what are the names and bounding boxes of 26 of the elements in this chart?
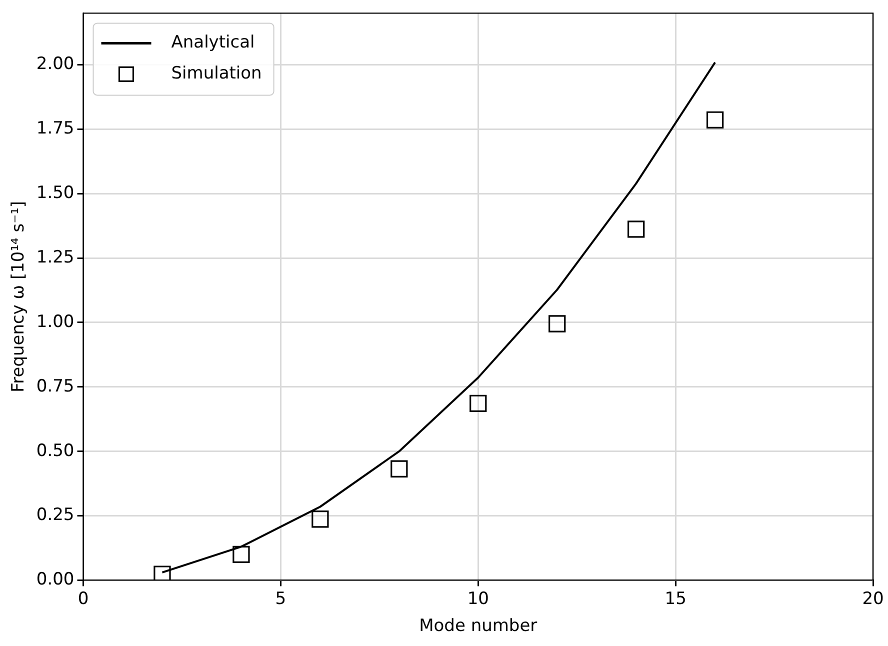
x-tick-label: 5 <box>275 588 286 609</box>
x-tick-label: 10 <box>467 588 489 609</box>
point <box>390 460 408 478</box>
y-axis-title: Frequency ω [10¹⁴ s⁻¹] <box>8 200 29 392</box>
x-tick-label: 20 <box>862 588 884 609</box>
point <box>232 546 250 564</box>
point <box>628 220 645 238</box>
point <box>312 510 329 528</box>
point <box>548 315 566 332</box>
y-tick-label: 0.00 <box>36 570 74 590</box>
x-tick-label: 15 <box>664 588 686 609</box>
y-tick-label: 1.00 <box>36 312 74 332</box>
point <box>470 394 487 412</box>
y-tick-label: 1.75 <box>36 118 74 139</box>
point <box>706 111 724 128</box>
y-tick-label: 0.25 <box>36 505 74 526</box>
legend-label: Analytical <box>171 32 255 53</box>
legend-label: Simulation <box>171 64 262 84</box>
y-tick-label: 1.25 <box>36 247 74 268</box>
point <box>154 566 171 580</box>
y-tick-label: 2.00 <box>36 54 74 74</box>
y-tick-label: 1.50 <box>36 183 74 204</box>
x-tick-label: 0 <box>78 588 89 609</box>
y-tick-label: 0.50 <box>36 440 74 461</box>
y-tick-label: 0.75 <box>36 376 74 396</box>
x-axis-title: Mode number <box>419 616 538 636</box>
